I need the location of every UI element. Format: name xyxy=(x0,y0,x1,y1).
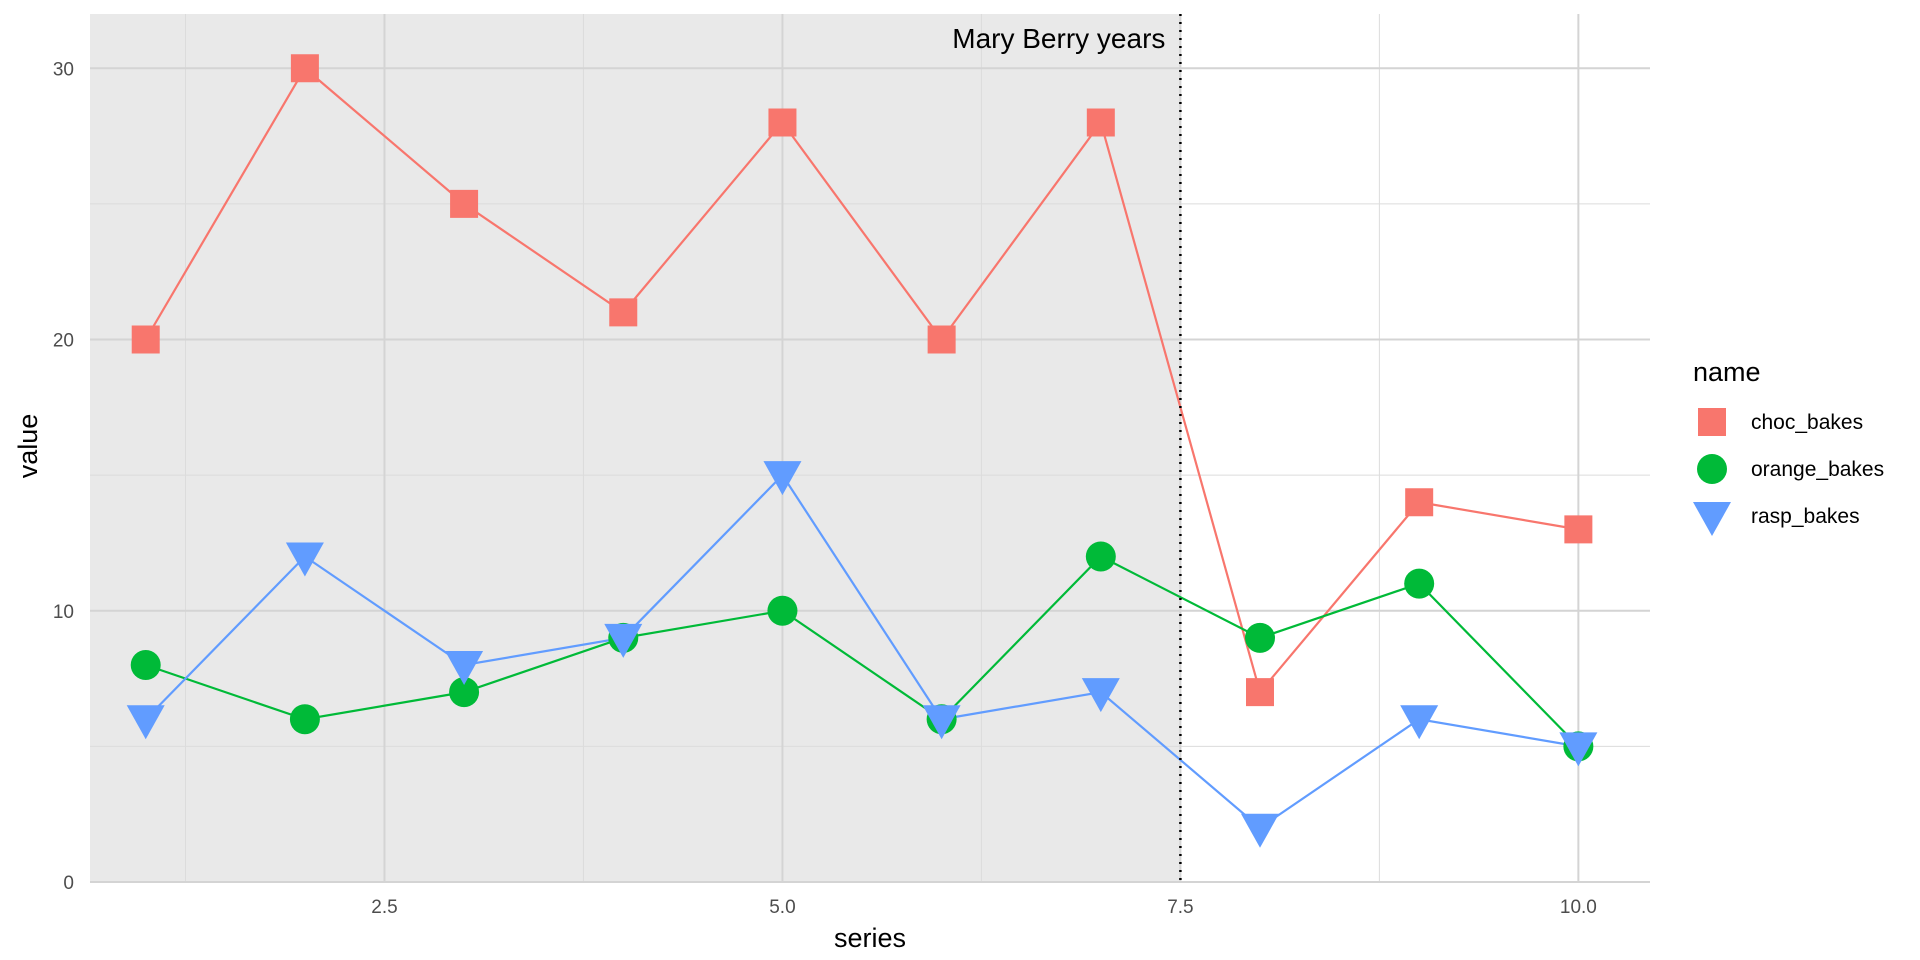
data-point-choc_bakes xyxy=(1246,678,1274,707)
series-line-choc_bakes xyxy=(144,66,1579,695)
vline-annotation: Mary Berry years xyxy=(952,23,1165,54)
legend-key-choc_bakes xyxy=(1698,408,1726,436)
x-tick-labels: 2.5 5.0 7.5 10.0 xyxy=(371,897,1597,918)
legend-label-choc_bakes: choc_bakes xyxy=(1751,411,1863,434)
y-tick-labels: 0 10 20 30 xyxy=(53,59,74,894)
legend: name choc_bakes orange_bakes rasp_bakes xyxy=(1693,357,1884,536)
y-tick-label: 10 xyxy=(53,602,74,623)
data-point-choc_bakes xyxy=(1405,488,1434,517)
data-point-choc_bakes xyxy=(450,189,479,218)
data-point-rasp_bakes xyxy=(1081,678,1120,713)
data-point-rasp_bakes xyxy=(285,542,324,577)
data-point-choc_bakes xyxy=(768,108,797,137)
x-axis-title: series xyxy=(834,923,906,953)
y-tick-label: 0 xyxy=(63,873,74,894)
legend-key-orange_bakes xyxy=(1697,454,1727,484)
data-point-choc_bakes xyxy=(609,298,638,327)
legend-label-rasp_bakes: rasp_bakes xyxy=(1751,505,1860,528)
data-point-rasp_bakes xyxy=(1241,813,1279,848)
data-point-rasp_bakes xyxy=(126,705,165,740)
series-line-orange_bakes xyxy=(145,555,1580,748)
data-point-orange_bakes xyxy=(1404,568,1435,599)
data-point-rasp_bakes xyxy=(922,705,961,740)
data-point-orange_bakes xyxy=(289,704,320,735)
shaded-region xyxy=(90,14,1181,882)
series-lines xyxy=(144,66,1580,830)
legend-title: name xyxy=(1693,357,1761,387)
legend-key-rasp_bakes xyxy=(1693,502,1731,536)
y-axis-title: value xyxy=(13,414,43,479)
x-tick-label: 5.0 xyxy=(769,897,795,918)
data-point-choc_bakes xyxy=(1564,515,1593,544)
data-point-rasp_bakes xyxy=(445,651,484,685)
data-point-orange_bakes xyxy=(1245,622,1275,653)
data-point-rasp_bakes xyxy=(1400,705,1439,740)
data-point-choc_bakes xyxy=(131,325,160,354)
data-point-choc_bakes xyxy=(290,54,319,83)
x-tick-label: 7.5 xyxy=(1167,897,1193,918)
data-point-choc_bakes xyxy=(1086,108,1115,137)
data-point-rasp_bakes xyxy=(1559,732,1598,767)
data-point-orange_bakes xyxy=(449,677,480,708)
x-tick-label: 10.0 xyxy=(1560,897,1597,918)
y-tick-label: 30 xyxy=(53,59,74,80)
data-point-rasp_bakes xyxy=(604,623,643,658)
data-point-rasp_bakes xyxy=(763,461,802,496)
data-point-orange_bakes xyxy=(767,595,798,626)
legend-items: choc_bakes orange_bakes rasp_bakes xyxy=(1693,408,1884,536)
data-point-choc_bakes xyxy=(927,325,956,354)
series-line-rasp_bakes xyxy=(144,473,1579,830)
plot-panel xyxy=(90,14,1181,882)
legend-label-orange_bakes: orange_bakes xyxy=(1751,458,1884,481)
data-point-orange_bakes xyxy=(130,650,161,680)
data-point-orange_bakes xyxy=(1085,541,1116,572)
x-tick-label: 2.5 xyxy=(371,897,397,918)
y-tick-label: 20 xyxy=(53,331,74,352)
series-markers xyxy=(126,54,1598,848)
